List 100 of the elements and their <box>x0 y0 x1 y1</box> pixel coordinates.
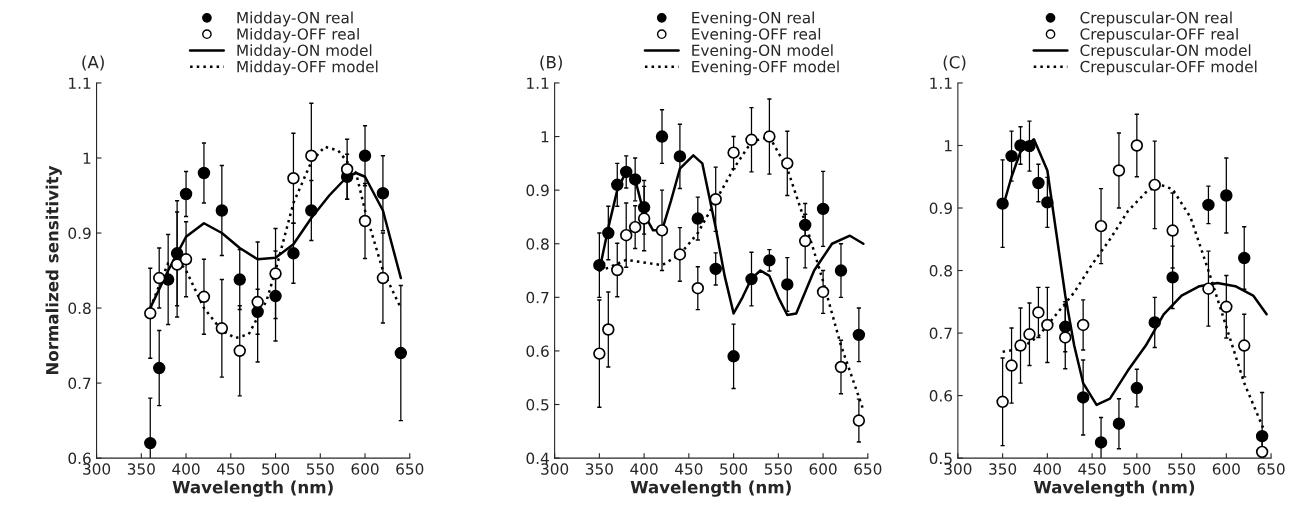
point <box>340 163 354 176</box>
point <box>602 323 615 336</box>
point <box>144 436 157 450</box>
point <box>1041 318 1054 332</box>
point <box>251 305 264 319</box>
point <box>269 289 282 303</box>
point <box>233 344 246 358</box>
legend-label: Midday-ON model <box>237 44 372 60</box>
x-tick-label: 600 <box>1212 463 1240 475</box>
x-tick-label: 350 <box>585 463 613 475</box>
point <box>1023 139 1036 153</box>
y-tick-label: 1.1 <box>930 77 952 89</box>
y-tick-label: 0.9 <box>929 202 952 215</box>
x-tick-label: 550 <box>1168 463 1196 475</box>
x-tick-label: 450 <box>1078 463 1106 475</box>
y-tick-label: 0.9 <box>68 227 91 240</box>
legend-label: Midday-OFF real <box>237 27 359 43</box>
y-tick-label: 0.8 <box>68 302 91 315</box>
point <box>816 202 830 216</box>
x-tick-label: 450 <box>216 463 245 475</box>
point <box>611 178 624 192</box>
point <box>197 290 211 304</box>
point <box>1005 149 1018 163</box>
point <box>1023 328 1036 341</box>
point <box>1166 224 1179 237</box>
point <box>1112 417 1126 430</box>
point <box>269 267 282 280</box>
point <box>179 187 193 201</box>
x-tick-label: 500 <box>262 463 290 475</box>
point <box>602 226 615 240</box>
y-axis-title: Normalized sensitivity <box>45 165 62 375</box>
point <box>619 228 633 242</box>
x-tick-label: 500 <box>720 463 748 475</box>
x-tick-label: 600 <box>351 463 379 475</box>
legend-label: Midday-OFF model <box>237 60 378 76</box>
point <box>179 253 193 266</box>
legend-label: Evening-OFF real <box>692 27 821 43</box>
point <box>781 157 794 170</box>
point <box>763 130 776 143</box>
point <box>655 224 669 237</box>
point <box>1148 316 1161 329</box>
point <box>619 165 633 179</box>
y-tick-label: 1 <box>83 152 91 164</box>
point <box>1059 331 1072 344</box>
point <box>1130 381 1144 395</box>
y-tick-label: 0.6 <box>929 390 953 402</box>
x-tick-label: 350 <box>127 463 155 475</box>
point <box>376 187 390 200</box>
point <box>1076 318 1090 332</box>
point <box>197 166 211 180</box>
point <box>1255 430 1269 443</box>
point <box>727 146 740 159</box>
point <box>628 220 642 234</box>
point <box>358 214 372 228</box>
x-tick-label: 300 <box>83 463 111 475</box>
point <box>798 218 812 232</box>
point <box>673 248 687 261</box>
point <box>996 197 1009 210</box>
point <box>152 271 166 285</box>
point <box>816 285 830 299</box>
legend-label: Evening-OFF model <box>692 60 839 76</box>
point <box>1220 189 1233 202</box>
point <box>1238 251 1251 265</box>
point <box>1255 445 1269 459</box>
point <box>394 346 408 360</box>
point <box>1130 139 1144 152</box>
point <box>709 262 722 276</box>
x-tick-label: 300 <box>944 463 972 475</box>
x-tick-label: 650 <box>396 463 424 475</box>
y-tick-label: 0.4 <box>526 452 549 465</box>
y-tick-label: 0.7 <box>68 377 91 390</box>
point <box>727 350 740 363</box>
y-tick-label: 1.1 <box>527 77 549 89</box>
point <box>287 172 300 185</box>
point <box>305 149 318 162</box>
x-tick-label: 400 <box>630 463 658 475</box>
point <box>152 361 166 375</box>
point <box>852 414 866 427</box>
x-tick-label: 450 <box>675 463 703 475</box>
point <box>1005 359 1018 372</box>
x-tick-label: 400 <box>172 463 200 475</box>
y-tick-label: 0.7 <box>526 291 549 304</box>
point <box>637 201 651 214</box>
point <box>305 204 318 217</box>
x-axis-title: Wavelength (nm) <box>630 480 791 497</box>
point <box>1220 300 1233 314</box>
point <box>1202 198 1215 212</box>
x-tick-label: 400 <box>1033 463 1061 475</box>
legend-label: Crepuscular-OFF real <box>1080 27 1238 43</box>
point <box>1112 164 1126 177</box>
point <box>834 264 848 277</box>
point <box>691 212 705 225</box>
y-tick-label: 0.9 <box>526 184 549 197</box>
chart-title: (A) <box>82 55 104 71</box>
point <box>655 130 669 143</box>
point <box>673 150 687 163</box>
point <box>709 193 722 206</box>
point <box>781 278 794 291</box>
y-tick-label: 0.7 <box>929 327 952 340</box>
x-axis-title: Wavelength (nm) <box>1033 480 1195 497</box>
